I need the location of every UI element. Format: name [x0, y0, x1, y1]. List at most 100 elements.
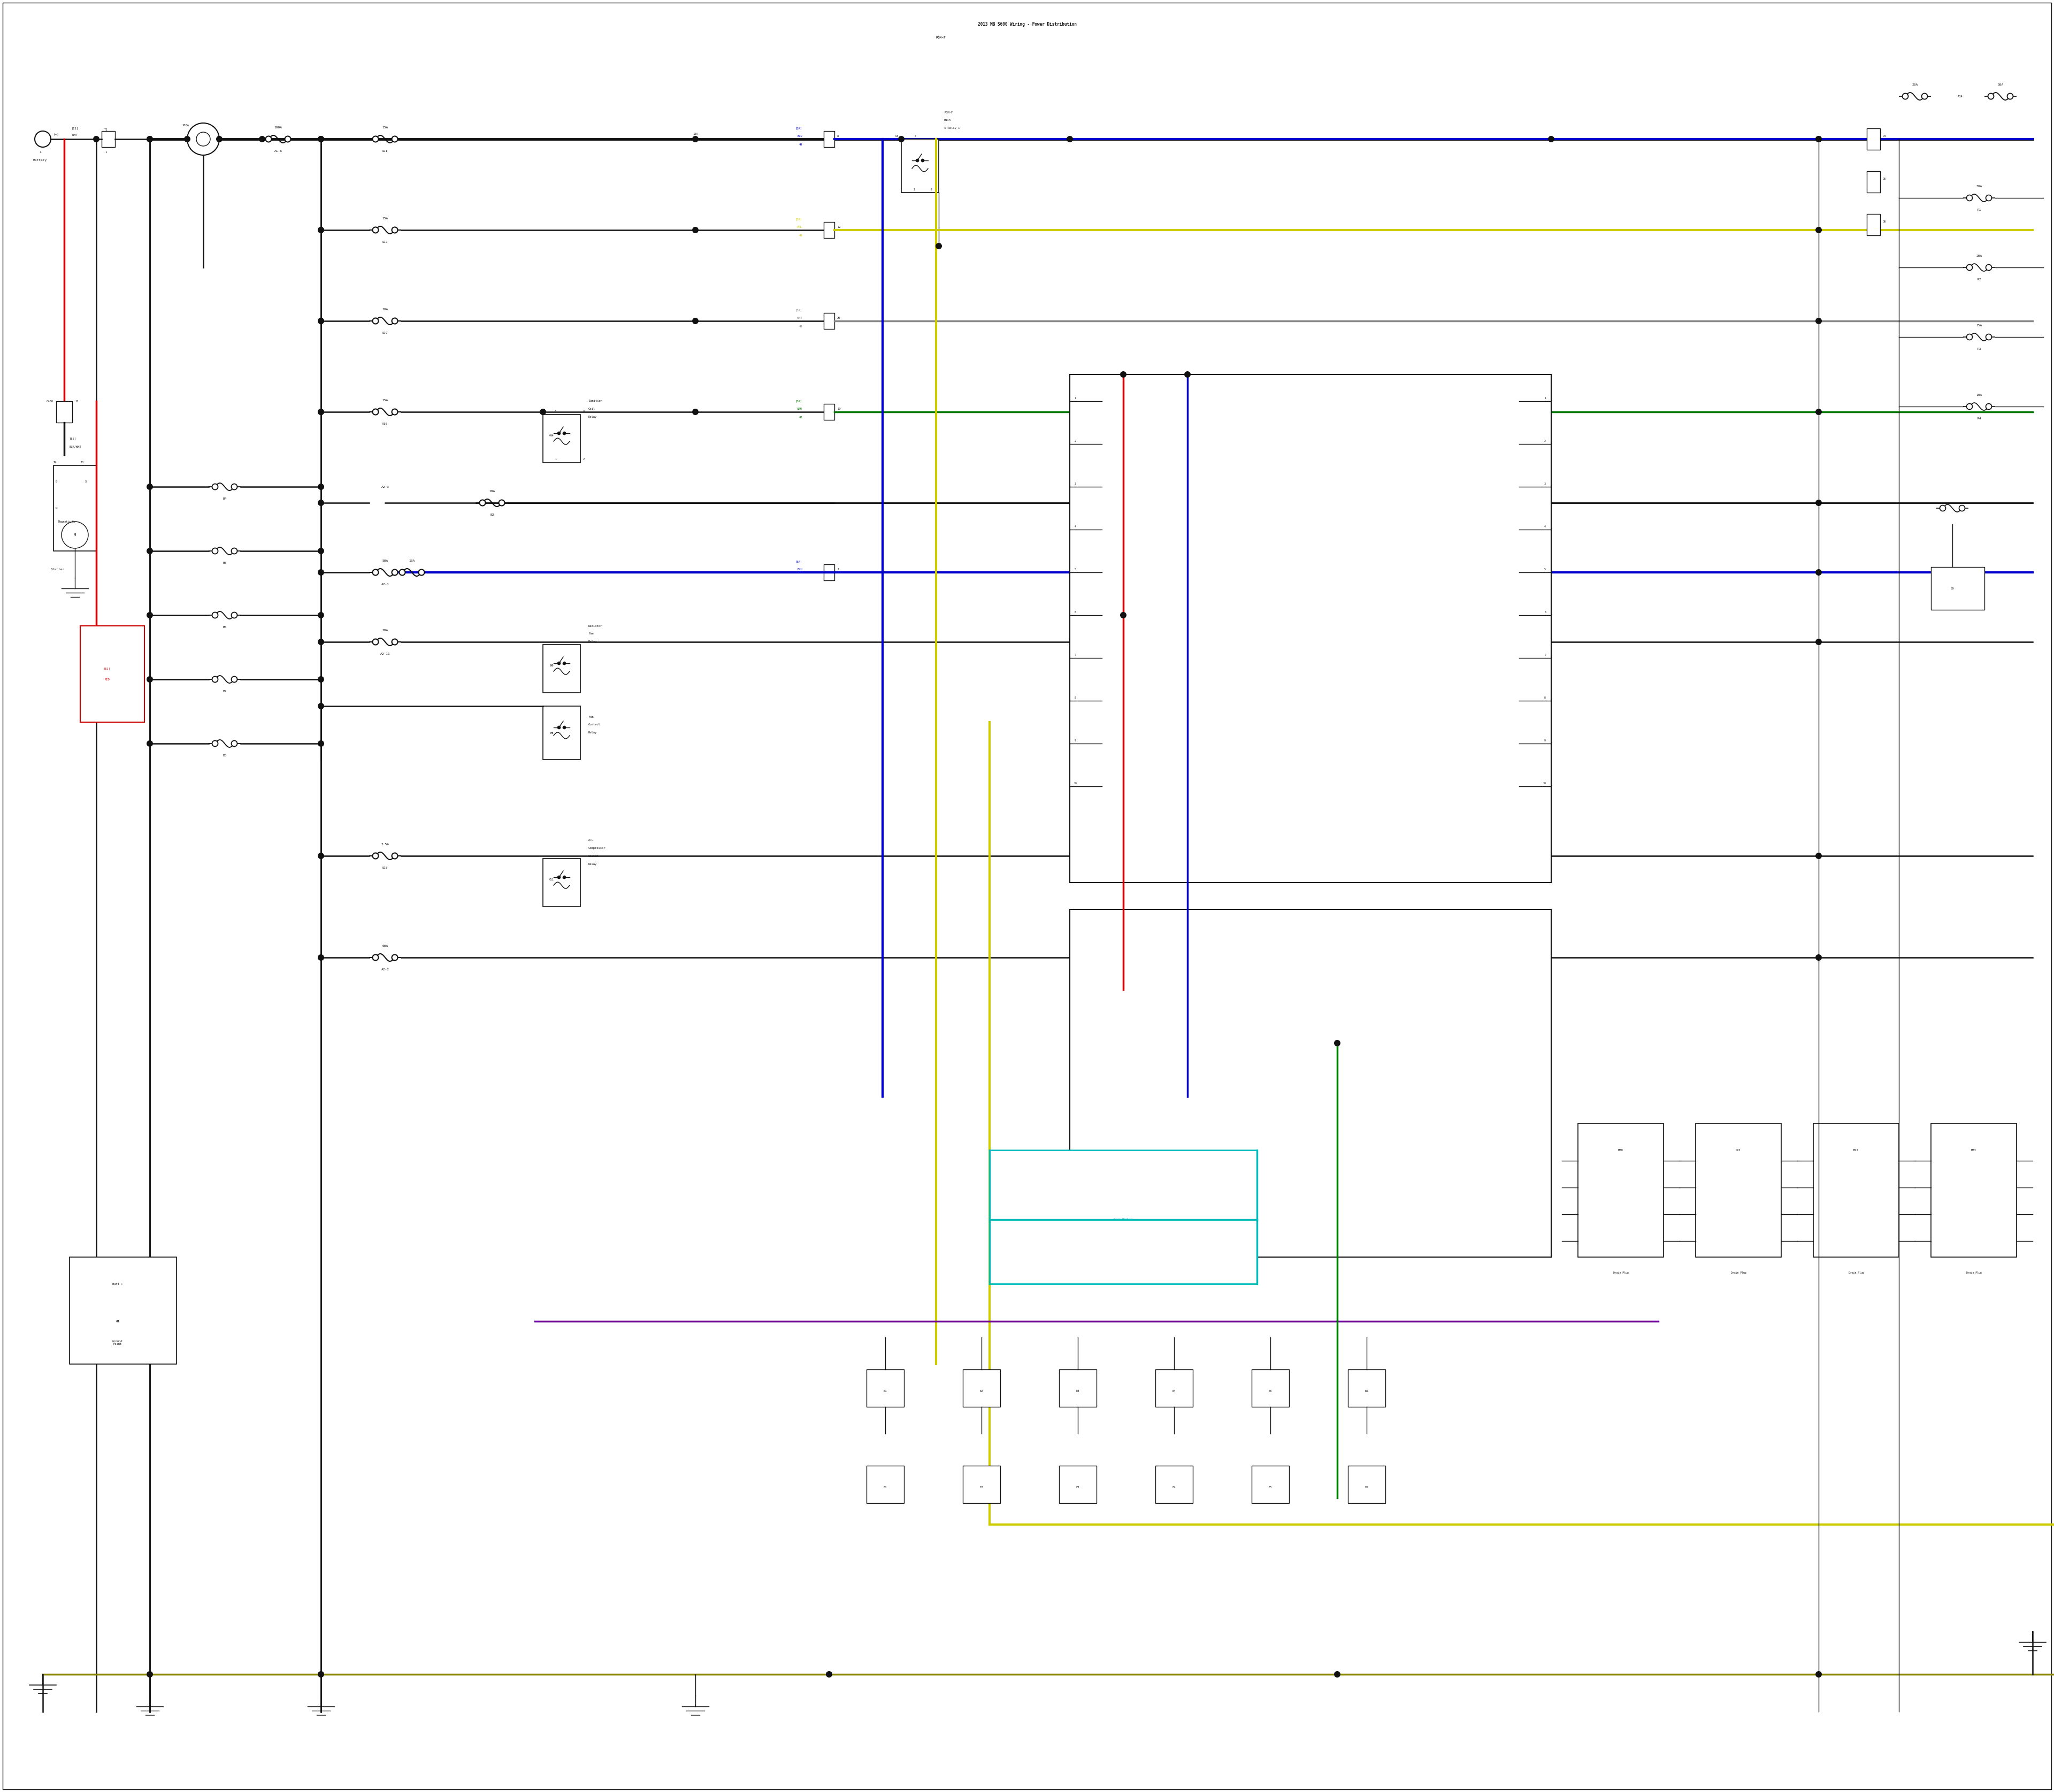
- Text: R3: R3: [1978, 348, 1982, 349]
- Text: E5: E5: [1269, 1389, 1271, 1392]
- Circle shape: [392, 228, 398, 233]
- Text: 7.5A: 7.5A: [382, 842, 388, 846]
- Circle shape: [1966, 403, 1972, 410]
- Text: 15A: 15A: [1976, 324, 1982, 326]
- Text: 10A: 10A: [1976, 394, 1982, 396]
- Text: Drain Plug: Drain Plug: [1732, 1272, 1746, 1274]
- Text: F5: F5: [1269, 1486, 1271, 1489]
- Text: M8: M8: [550, 731, 555, 735]
- Text: Ignition: Ignition: [587, 400, 602, 403]
- Text: Relay: Relay: [587, 416, 598, 419]
- Circle shape: [826, 1672, 832, 1677]
- Circle shape: [898, 136, 904, 142]
- Circle shape: [1066, 136, 1072, 142]
- Text: M11: M11: [548, 878, 555, 882]
- Text: Fan: Fan: [587, 633, 594, 634]
- Text: 19: 19: [838, 409, 840, 410]
- Circle shape: [146, 676, 152, 683]
- Bar: [1867, 129, 1879, 151]
- Circle shape: [479, 500, 485, 505]
- Circle shape: [1988, 93, 1994, 99]
- Text: 49: 49: [799, 324, 803, 328]
- Text: D6: D6: [1884, 220, 1886, 224]
- Text: Relay: Relay: [587, 862, 598, 866]
- Circle shape: [2007, 93, 2013, 99]
- Text: R1: R1: [1978, 208, 1982, 211]
- Circle shape: [1986, 333, 1992, 340]
- Text: Drain Plug: Drain Plug: [1849, 1272, 1863, 1274]
- Text: 60A: 60A: [382, 944, 388, 948]
- Circle shape: [146, 1672, 152, 1677]
- Circle shape: [232, 676, 236, 683]
- Text: 10: 10: [1543, 783, 1547, 785]
- Text: F6: F6: [1366, 1486, 1368, 1489]
- Text: BLU: BLU: [797, 568, 803, 572]
- Text: [EE]: [EE]: [70, 437, 76, 441]
- Text: Battery: Battery: [33, 159, 47, 161]
- Circle shape: [1966, 333, 1972, 340]
- Text: [E1]: [E1]: [72, 127, 78, 129]
- Text: A22: A22: [382, 240, 388, 244]
- Circle shape: [212, 740, 218, 747]
- Circle shape: [318, 702, 325, 710]
- Text: PGM-F: PGM-F: [937, 36, 947, 39]
- Text: Radiator: Radiator: [587, 625, 602, 627]
- Circle shape: [232, 484, 236, 489]
- Text: E3: E3: [1076, 1389, 1080, 1392]
- Circle shape: [259, 136, 265, 142]
- Text: Main: Main: [945, 118, 951, 122]
- Circle shape: [563, 726, 567, 729]
- Bar: [1347, 1369, 1384, 1407]
- Text: F2: F2: [980, 1486, 984, 1489]
- Bar: [1931, 566, 1984, 609]
- Circle shape: [318, 740, 325, 747]
- Text: A16: A16: [382, 423, 388, 425]
- Circle shape: [232, 740, 236, 747]
- Text: R4: R4: [1978, 418, 1982, 419]
- Text: s Relay 1: s Relay 1: [945, 127, 959, 129]
- Text: 15A: 15A: [382, 400, 388, 401]
- Text: F1: F1: [883, 1486, 887, 1489]
- Circle shape: [318, 853, 325, 858]
- Text: A34: A34: [1957, 95, 1964, 97]
- Circle shape: [1816, 136, 1822, 142]
- Circle shape: [540, 409, 546, 416]
- Circle shape: [197, 133, 210, 145]
- Circle shape: [318, 1672, 325, 1677]
- Text: A/C: A/C: [587, 839, 594, 840]
- Circle shape: [499, 500, 505, 505]
- Bar: [1251, 1369, 1290, 1407]
- Circle shape: [1816, 570, 1822, 575]
- Text: M20: M20: [1619, 1149, 1623, 1152]
- Circle shape: [557, 661, 561, 665]
- Circle shape: [318, 409, 325, 416]
- Circle shape: [318, 500, 325, 505]
- Text: 50A: 50A: [382, 559, 388, 563]
- Circle shape: [563, 432, 567, 435]
- Bar: [80, 625, 144, 722]
- Circle shape: [318, 955, 325, 961]
- Bar: [902, 140, 939, 192]
- Text: G1: G1: [115, 1321, 119, 1322]
- Text: B2: B2: [491, 513, 495, 516]
- Circle shape: [692, 317, 698, 324]
- Text: Coil: Coil: [587, 409, 596, 410]
- Text: M9: M9: [550, 665, 555, 667]
- Text: GRN: GRN: [797, 409, 803, 410]
- Text: 10A: 10A: [382, 308, 388, 310]
- Text: A2-3: A2-3: [382, 486, 388, 487]
- Bar: [824, 564, 834, 581]
- Circle shape: [392, 853, 398, 858]
- Text: A2-11: A2-11: [380, 652, 390, 656]
- Text: A29: A29: [382, 332, 388, 333]
- Text: Relay: Relay: [587, 731, 598, 735]
- Text: 11: 11: [80, 461, 84, 464]
- Text: M: M: [74, 534, 76, 536]
- Circle shape: [318, 317, 325, 324]
- Text: Control: Control: [587, 724, 600, 726]
- Circle shape: [563, 876, 567, 878]
- Bar: [963, 1369, 1000, 1407]
- Text: 20A: 20A: [1912, 82, 1918, 86]
- Circle shape: [372, 570, 378, 575]
- Text: Relay: Relay: [587, 640, 598, 643]
